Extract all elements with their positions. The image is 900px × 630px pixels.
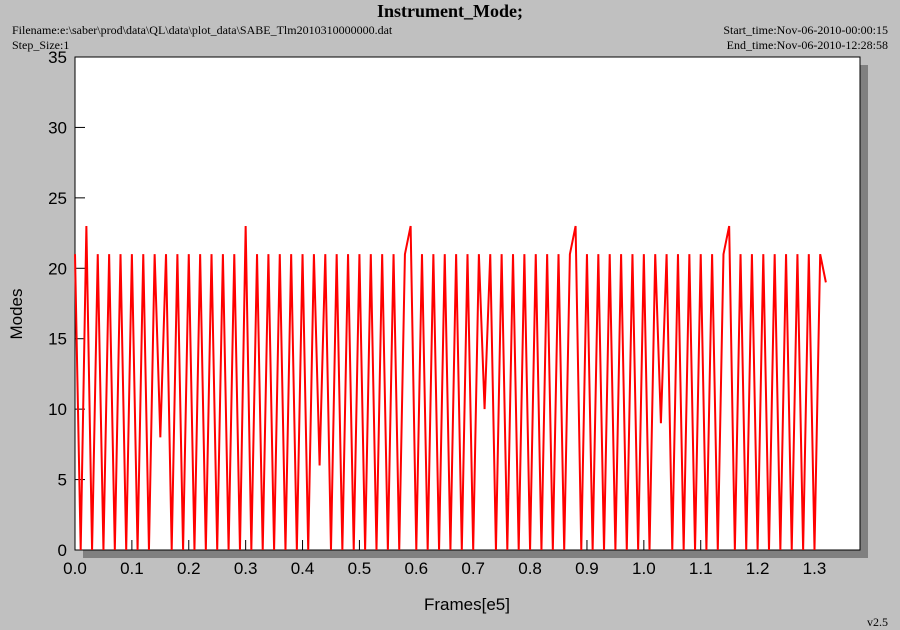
y-tick-label: 20 bbox=[48, 259, 67, 278]
x-axis-label: Frames[e5] bbox=[424, 595, 510, 614]
x-tick-label: 0.0 bbox=[63, 559, 87, 578]
y-tick-label: 35 bbox=[48, 48, 67, 67]
y-tick-label: 15 bbox=[48, 330, 67, 349]
x-tick-label: 0.9 bbox=[575, 559, 599, 578]
x-tick-label: 1.2 bbox=[746, 559, 770, 578]
x-tick-label: 0.7 bbox=[461, 559, 485, 578]
y-tick-label: 0 bbox=[58, 541, 67, 560]
x-tick-label: 1.0 bbox=[632, 559, 656, 578]
x-tick-label: 0.1 bbox=[120, 559, 144, 578]
x-tick-label: 0.4 bbox=[291, 559, 315, 578]
x-tick-label: 0.8 bbox=[518, 559, 542, 578]
y-tick-label: 25 bbox=[48, 189, 67, 208]
y-axis-label: Modes bbox=[7, 288, 26, 339]
x-tick-label: 0.2 bbox=[177, 559, 201, 578]
version: v2.5 bbox=[867, 615, 888, 629]
data-line bbox=[74, 225, 827, 551]
x-tick-label: 1.3 bbox=[803, 559, 827, 578]
y-tick-label: 30 bbox=[48, 118, 67, 137]
start-time: Start_time:Nov-06-2010-00:00:15 bbox=[723, 23, 888, 37]
y-tick-label: 5 bbox=[58, 471, 67, 490]
x-tick-label: 0.5 bbox=[348, 559, 372, 578]
end-time: End_time:Nov-06-2010-12:28:58 bbox=[727, 38, 888, 52]
step-size: Step_Size:1 bbox=[12, 38, 69, 52]
y-tick-label: 10 bbox=[48, 400, 67, 419]
chart-title: Instrument_Mode; bbox=[377, 1, 523, 21]
x-tick-label: 0.3 bbox=[234, 559, 258, 578]
x-tick-label: 0.6 bbox=[404, 559, 428, 578]
filename: Filename:e:\saber\prod\data\QL\data\plot… bbox=[12, 23, 393, 37]
x-tick-label: 1.1 bbox=[689, 559, 713, 578]
